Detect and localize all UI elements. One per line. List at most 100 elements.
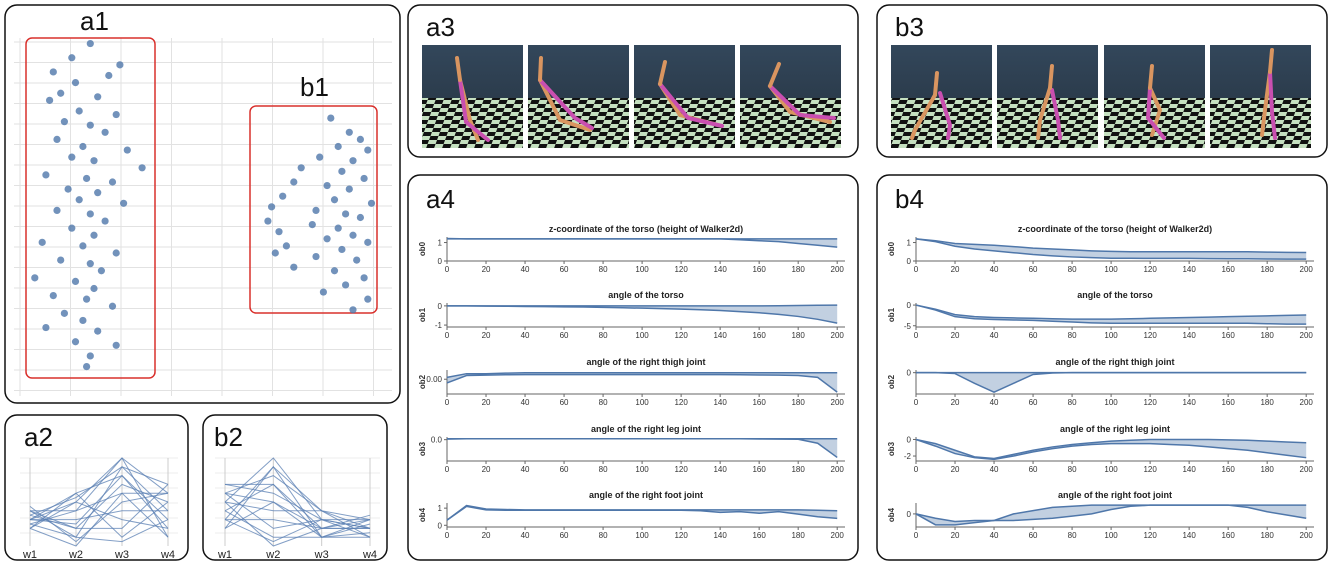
scatter-point xyxy=(342,210,349,217)
scatter-point xyxy=(109,178,116,185)
scatter-point xyxy=(279,193,286,200)
x-tick-label: 140 xyxy=(1182,398,1196,407)
chart-title: angle of the right thigh joint xyxy=(587,357,706,367)
x-tick-label: 180 xyxy=(1260,398,1274,407)
x-tick-label: 200 xyxy=(1300,531,1314,540)
scatter-point xyxy=(57,257,64,264)
x-tick-label: 160 xyxy=(752,531,766,540)
scatter-point xyxy=(53,207,60,214)
scatter-point xyxy=(68,225,75,232)
x-tick-label: 60 xyxy=(1029,331,1038,340)
x-tick-label: 60 xyxy=(560,531,569,540)
x-tick-label: 20 xyxy=(951,531,960,540)
x-tick-label: 0 xyxy=(914,331,919,340)
x-tick-label: 40 xyxy=(521,331,530,340)
x-tick-label: 80 xyxy=(599,531,608,540)
scatter-point xyxy=(87,352,94,359)
x-tick-label: 100 xyxy=(1104,465,1118,474)
scatter-point xyxy=(50,292,57,299)
scatter-point xyxy=(87,40,94,47)
x-tick-label: 100 xyxy=(1104,398,1118,407)
x-tick-label: 120 xyxy=(1143,465,1157,474)
panel-label: b3 xyxy=(895,12,924,42)
scatter-point xyxy=(79,317,86,324)
scatter-point xyxy=(72,338,79,345)
x-tick-label: 200 xyxy=(831,331,845,340)
axis-label: w3 xyxy=(314,549,329,561)
x-tick-label: 160 xyxy=(1221,531,1235,540)
x-tick-label: 80 xyxy=(599,398,608,407)
y-tick-label: -2 xyxy=(904,452,912,461)
x-tick-label: 200 xyxy=(831,265,845,274)
x-tick-label: 120 xyxy=(674,331,688,340)
y-tick-label: 0.00 xyxy=(426,375,442,384)
scatter-point xyxy=(361,274,368,281)
walker-torso xyxy=(1050,66,1052,88)
axis-label: w1 xyxy=(217,549,232,561)
scatter-point xyxy=(331,196,338,203)
scatter-point xyxy=(94,93,101,100)
x-tick-label: 120 xyxy=(1143,531,1157,540)
y-tick-label: 0.0 xyxy=(431,436,443,445)
frame-floor xyxy=(891,98,992,148)
scatter-point xyxy=(353,257,360,264)
simulation-frames xyxy=(422,45,1311,148)
x-tick-label: 40 xyxy=(990,531,999,540)
x-tick-label: 0 xyxy=(914,531,919,540)
scatter-point xyxy=(79,143,86,150)
y-tick-label: 1 xyxy=(438,239,443,248)
x-tick-label: 180 xyxy=(791,398,805,407)
scatter-point xyxy=(46,97,53,104)
x-tick-label: 160 xyxy=(1221,398,1235,407)
x-tick-label: 80 xyxy=(599,331,608,340)
x-tick-label: 40 xyxy=(521,398,530,407)
frame-floor xyxy=(634,98,735,148)
y-tick-label: 0 xyxy=(907,257,912,266)
x-tick-label: 180 xyxy=(791,531,805,540)
x-tick-label: 180 xyxy=(1260,265,1274,274)
scatter-point xyxy=(105,72,112,79)
x-tick-label: 160 xyxy=(752,465,766,474)
axis-label: w3 xyxy=(114,549,129,561)
x-tick-label: 80 xyxy=(1068,531,1077,540)
scatter-point xyxy=(349,157,356,164)
x-tick-label: 0 xyxy=(914,265,919,274)
scatter-point xyxy=(39,239,46,246)
chart-title: angle of the torso xyxy=(1077,290,1153,300)
y-axis-label: ob3 xyxy=(418,441,427,456)
scatter-point xyxy=(349,232,356,239)
x-tick-label: 80 xyxy=(1068,398,1077,407)
x-tick-label: 140 xyxy=(1182,265,1196,274)
x-tick-label: 200 xyxy=(831,531,845,540)
x-tick-label: 20 xyxy=(951,331,960,340)
x-tick-label: 60 xyxy=(560,398,569,407)
scatter-point xyxy=(72,278,79,285)
x-tick-label: 120 xyxy=(1143,331,1157,340)
scatter-point xyxy=(83,296,90,303)
x-tick-label: 40 xyxy=(990,398,999,407)
panel-label: a1 xyxy=(80,6,109,36)
y-axis-label: ob3 xyxy=(887,441,896,456)
chart-title: angle of the right leg joint xyxy=(591,424,701,434)
scatter-point xyxy=(116,61,123,68)
scatter-point xyxy=(94,328,101,335)
x-tick-label: 60 xyxy=(1029,265,1038,274)
x-tick-label: 140 xyxy=(713,398,727,407)
x-tick-label: 180 xyxy=(1260,331,1274,340)
scatter-point xyxy=(309,221,316,228)
scatter-point xyxy=(42,324,49,331)
walker-torso xyxy=(1270,50,1272,72)
x-tick-label: 60 xyxy=(1029,398,1038,407)
x-tick-label: 140 xyxy=(713,531,727,540)
scatter-point xyxy=(87,122,94,129)
scatter-point xyxy=(316,154,323,161)
x-tick-label: 120 xyxy=(674,465,688,474)
scatter-point xyxy=(320,288,327,295)
x-tick-label: 100 xyxy=(1104,531,1118,540)
scatter-point xyxy=(87,210,94,217)
x-tick-label: 200 xyxy=(1300,465,1314,474)
x-tick-label: 40 xyxy=(521,265,530,274)
axis-label: w4 xyxy=(362,549,377,561)
scatter-point xyxy=(324,182,331,189)
x-tick-label: 40 xyxy=(990,331,999,340)
